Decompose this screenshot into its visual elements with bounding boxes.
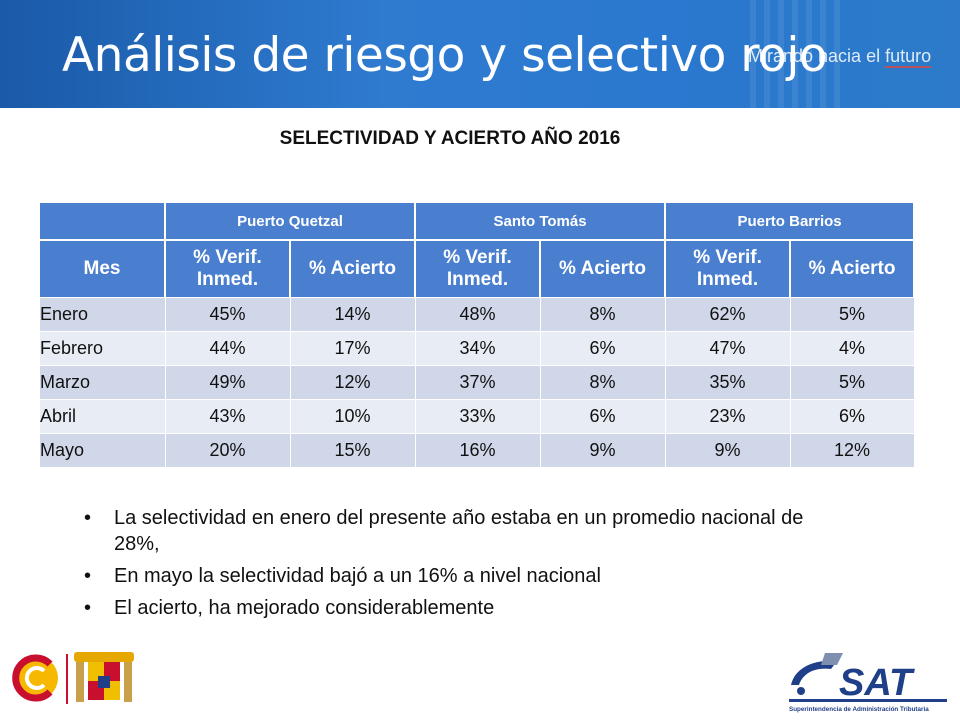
- table-cell: 37%: [415, 365, 541, 400]
- table-cell: 12%: [790, 433, 915, 467]
- table-cell-month: Abril: [40, 399, 166, 434]
- table-row: Marzo 49% 12% 37% 8% 35% 5%: [40, 365, 915, 400]
- table-cell: 43%: [165, 399, 291, 434]
- selectivity-table: Puerto Quetzal Santo Tomás Puerto Barrio…: [40, 203, 916, 467]
- tagline-highlight: futuro: [885, 46, 932, 68]
- table-row: Enero 45% 14% 48% 8% 62% 5%: [40, 297, 915, 332]
- sat-logo: SAT Superintendencia de Administración T…: [785, 645, 950, 715]
- table-cell: 5%: [790, 297, 915, 332]
- table-cell: 33%: [415, 399, 541, 434]
- table-cell-month: Enero: [40, 297, 166, 332]
- table-cell: 48%: [415, 297, 541, 332]
- table-cell-month: Marzo: [40, 365, 166, 400]
- table-row: Mayo 20% 15% 16% 9% 9% 12%: [40, 433, 915, 467]
- notes-list: La selectividad en enero del presente añ…: [84, 505, 804, 627]
- table-title: SELECTIVIDAD Y ACIERTO AÑO 2016: [279, 128, 621, 149]
- table-cell: 6%: [540, 331, 666, 366]
- table-cell: 8%: [540, 297, 666, 332]
- note-item: La selectividad en enero del presente añ…: [84, 505, 804, 557]
- table-cell: 49%: [165, 365, 291, 400]
- tagline-text: Mirando hacia el: [748, 46, 886, 66]
- table-cell: 6%: [790, 399, 915, 434]
- sat-logo-icon: SAT Superintendencia de Administración T…: [789, 653, 947, 713]
- table-cell: 6%: [540, 399, 666, 434]
- table-cell-month: Febrero: [40, 331, 166, 366]
- header-decoration: [750, 0, 840, 108]
- slide-header: Análisis de riesgo y selectivo rojo Mira…: [0, 0, 960, 108]
- table-cell: 35%: [665, 365, 791, 400]
- table-cell: 47%: [665, 331, 791, 366]
- column-header-acierto: % Acierto: [790, 240, 916, 298]
- table-cell: 20%: [165, 433, 291, 467]
- slide-title: Análisis de riesgo y selectivo rojo: [62, 28, 828, 83]
- column-header-acierto: % Acierto: [290, 240, 417, 298]
- table-row: Abril 43% 10% 33% 6% 23% 6%: [40, 399, 915, 434]
- table-cell: 44%: [165, 331, 291, 366]
- column-header-verif-inmed: % Verif. Inmed.: [665, 240, 792, 298]
- table-cell: 9%: [540, 433, 666, 467]
- table-cell: 9%: [665, 433, 791, 467]
- note-item: En mayo la selectividad bajó a un 16% a …: [84, 563, 804, 589]
- sat-logo-text: SAT: [839, 662, 915, 704]
- column-header-verif-inmed: % Verif. Inmed.: [415, 240, 542, 298]
- table-cell: 15%: [290, 433, 416, 467]
- group-header-empty: [40, 203, 166, 241]
- table-cell: 17%: [290, 331, 416, 366]
- table-cell: 14%: [290, 297, 416, 332]
- spain-cooperation-logo: [10, 648, 140, 710]
- table-cell: 34%: [415, 331, 541, 366]
- table-column-header-row: Mes % Verif. Inmed. % Acierto % Verif. I…: [40, 240, 916, 298]
- note-item: El acierto, ha mejorado considerablement…: [84, 595, 804, 621]
- header-tagline: Mirando hacia el futuro: [748, 46, 932, 68]
- table-cell: 5%: [790, 365, 915, 400]
- table-cell: 4%: [790, 331, 915, 366]
- table-cell: 23%: [665, 399, 791, 434]
- table-cell: 62%: [665, 297, 791, 332]
- table-cell: 8%: [540, 365, 666, 400]
- column-header-acierto: % Acierto: [540, 240, 667, 298]
- table-row: Febrero 44% 17% 34% 6% 47% 4%: [40, 331, 915, 366]
- table-group-header-row: Puerto Quetzal Santo Tomás Puerto Barrio…: [40, 203, 916, 241]
- sat-logo-caption: Superintendencia de Administración Tribu…: [789, 706, 929, 713]
- table-cell-month: Mayo: [40, 433, 166, 467]
- column-header-verif-inmed: % Verif. Inmed.: [165, 240, 291, 298]
- table-cell: 12%: [290, 365, 416, 400]
- table-cell: 45%: [165, 297, 291, 332]
- spain-cooperation-icon: [12, 652, 134, 704]
- group-header-santo-tomas: Santo Tomás: [415, 203, 667, 241]
- table-cell: 10%: [290, 399, 416, 434]
- group-header-puerto-quetzal: Puerto Quetzal: [165, 203, 417, 241]
- column-header-mes: Mes: [40, 240, 166, 298]
- table-cell: 16%: [415, 433, 541, 467]
- group-header-puerto-barrios: Puerto Barrios: [665, 203, 916, 241]
